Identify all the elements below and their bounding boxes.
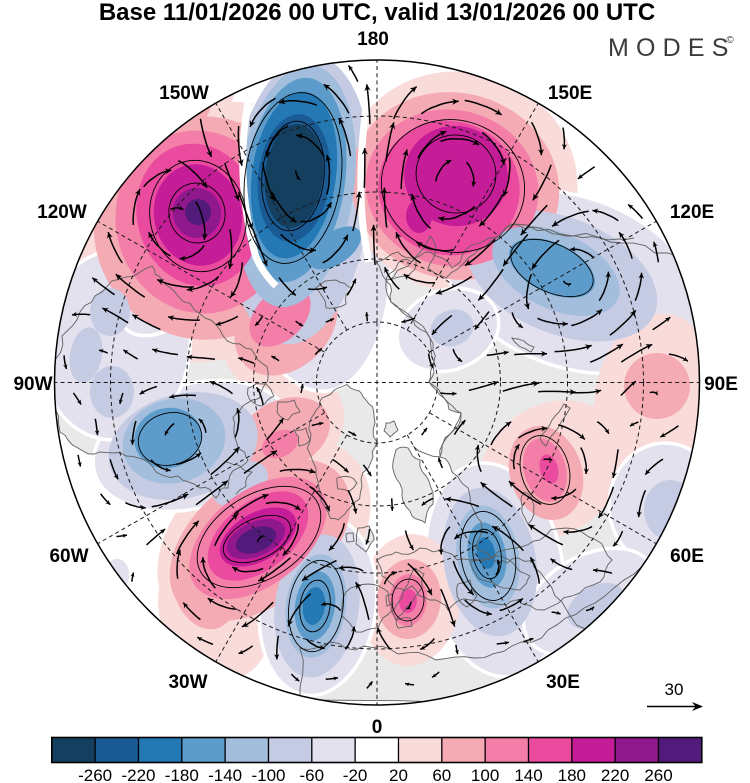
svg-text:-60: -60 <box>300 766 325 783</box>
svg-text:30: 30 <box>665 680 684 699</box>
svg-text:60: 60 <box>432 766 451 783</box>
svg-text:220: 220 <box>601 766 629 783</box>
svg-text:-100: -100 <box>251 766 285 783</box>
svg-text:140: 140 <box>514 766 542 783</box>
svg-text:180: 180 <box>558 766 586 783</box>
svg-text:-180: -180 <box>165 766 199 783</box>
svg-text:©: © <box>726 35 734 46</box>
svg-text:150W: 150W <box>159 83 209 104</box>
svg-text:100: 100 <box>471 766 499 783</box>
svg-text:60E: 60E <box>670 546 704 567</box>
svg-text:60W: 60W <box>49 546 88 567</box>
svg-text:120E: 120E <box>670 202 714 223</box>
svg-text:90W: 90W <box>13 374 52 395</box>
svg-text:-20: -20 <box>343 766 368 783</box>
svg-text:120W: 120W <box>37 202 87 223</box>
svg-text:90E: 90E <box>704 374 738 395</box>
svg-text:-140: -140 <box>208 766 242 783</box>
svg-text:180: 180 <box>357 29 389 50</box>
svg-text:30W: 30W <box>168 672 207 693</box>
svg-text:MODES: MODES <box>608 34 736 62</box>
svg-text:30E: 30E <box>546 672 580 693</box>
svg-text:-260: -260 <box>78 766 112 783</box>
svg-text:-220: -220 <box>121 766 155 783</box>
svg-text:150E: 150E <box>548 83 592 104</box>
svg-text:260: 260 <box>644 766 672 783</box>
svg-text:20: 20 <box>389 766 408 783</box>
svg-text:0: 0 <box>372 717 383 738</box>
svg-text:Base 11/01/2026 00 UTC, valid: Base 11/01/2026 00 UTC, valid 13/01/2026… <box>99 0 655 26</box>
